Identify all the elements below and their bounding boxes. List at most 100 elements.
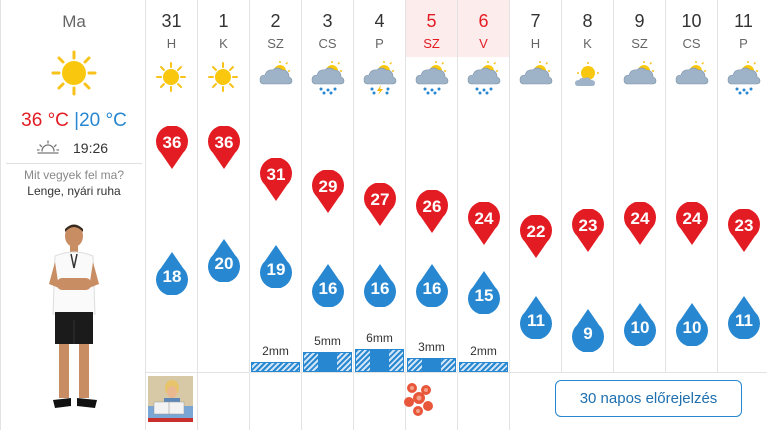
min-temp-pin: 18 [155,251,189,295]
precipitation-amount: 3mm [418,340,445,355]
precipitation-core [370,349,389,371]
min-temp-value: 18 [162,266,182,286]
precipitation-bar: 2mm [459,344,508,372]
min-temp-value: 9 [583,323,593,343]
precipitation-fill [459,361,508,372]
sun-icon [51,50,97,101]
bottom-cell [354,373,406,430]
precipitation-core [422,359,441,371]
today-max-temp: 36 °C [21,110,69,131]
max-temp-value: 23 [578,215,598,235]
day-name: K [583,36,592,51]
today-temperatures: 36 °C |20 °C [1,110,147,132]
min-temp-pin: 10 [623,302,657,346]
precipitation-fill [251,361,300,372]
min-temp-value: 11 [735,311,753,331]
max-temp-value: 36 [162,133,182,152]
sun-cloud-rain-icon [406,60,457,98]
precipitation-amount: 2mm [470,343,497,358]
day-number: 5 [426,11,437,31]
max-temp-pin: 23 [571,208,605,253]
max-temp-value: 23 [734,215,754,235]
partly-cloudy-icon [250,60,301,98]
day-number: 9 [634,11,645,31]
today-label: Ma [62,12,86,31]
day-name: CS [682,36,701,51]
sunset-icon [37,140,59,154]
precipitation-bar: 6mm [355,331,404,372]
day-column[interactable]: 2 SZ 31 19 [250,0,302,372]
day-column[interactable]: 4 P 27 16 [354,0,406,372]
precipitation-amount: 5mm [314,334,341,348]
bottom-cell [458,373,510,430]
what-to-wear-link[interactable]: Mit vegyek fel ma? [23,168,125,182]
today-panel: Ma 36 °C |20 °C 19: [0,0,146,430]
day-column[interactable]: 5 SZ 26 16 [406,0,458,372]
day-column[interactable]: 31 H 36 18 [146,0,198,372]
day-column[interactable]: 10 CS 24 10 [666,0,718,372]
day-column[interactable]: 11 P 23 11 [718,0,767,372]
weekend-highlight [458,0,509,57]
min-temp-value: 15 [474,285,494,305]
today-min-temp: 20 °C [79,110,127,131]
max-temp-value: 24 [682,209,702,229]
day-number: 2 [270,11,281,31]
partly-cloudy-icon [666,60,717,98]
cloud-rain-icon [302,60,353,98]
bottom-cell [302,373,354,430]
max-temp-value: 22 [526,221,546,241]
max-temp-pin: 29 [311,170,345,214]
sunset-time: 19:26 [73,140,109,156]
precipitation-bar: 2mm [251,344,300,372]
min-temp-pin: 16 [415,263,449,308]
what-to-wear-answer: Lenge, nyári ruha [27,184,121,198]
max-temp-pin: 22 [519,214,553,259]
day-number: 1 [218,11,229,31]
max-temp-pin: 27 [363,183,397,227]
person-illustration [43,222,105,423]
day-column[interactable]: 6 V 24 15 [458,0,510,372]
temp-separator: | [74,110,80,131]
min-temp-value: 10 [682,317,702,337]
day-name: SZ [267,36,284,51]
min-temp-value: 16 [318,279,338,299]
precipitation-bar: 3mm [407,340,456,372]
max-temp-pin: 24 [623,202,657,246]
thunderstorm-icon [354,60,405,98]
precipitation-core [318,353,337,371]
day-name: SZ [631,36,648,51]
day-column[interactable]: 7 H 22 11 [510,0,562,372]
min-temp-value: 11 [527,311,545,331]
min-temp-pin: 16 [363,263,397,308]
max-temp-value: 24 [630,209,650,229]
partly-cloudy-icon [614,60,665,98]
max-temp-value: 29 [318,177,338,197]
30-day-forecast-button[interactable]: 30 napos előrejelzés [555,380,742,417]
min-temp-pin: 11 [727,295,761,340]
precipitation-fill [303,352,352,372]
day-name: V [479,36,488,51]
partly-cloudy-icon [510,60,561,98]
bottom-cell [250,373,302,430]
min-temp-pin: 10 [675,302,709,346]
bottom-cell [146,373,198,430]
day-column[interactable]: 8 K 23 9 [562,0,614,372]
sun-cloud-rain-icon [458,60,509,98]
day-number: 3 [322,11,333,31]
precipitation-amount: 2mm [262,343,289,358]
min-temp-pin: 20 [207,238,241,282]
sun-small-cloud-icon [562,60,613,98]
max-temp-pin: 36 [155,126,189,170]
day-column[interactable]: 9 SZ 24 10 [614,0,666,372]
day-column[interactable]: 3 CS 29 16 [302,0,354,372]
max-temp-pin: 24 [675,202,709,246]
min-temp-value: 16 [422,279,442,299]
pollen-flower-icon[interactable] [402,380,436,423]
sun-icon [198,60,249,98]
day-column[interactable]: 1 K 36 20 [198,0,250,372]
article-thumbnail[interactable] [148,376,193,422]
max-temp-value: 27 [370,190,390,210]
min-temp-value: 19 [266,260,286,280]
min-temp-pin: 11 [519,295,553,340]
min-temp-value: 10 [630,317,650,337]
